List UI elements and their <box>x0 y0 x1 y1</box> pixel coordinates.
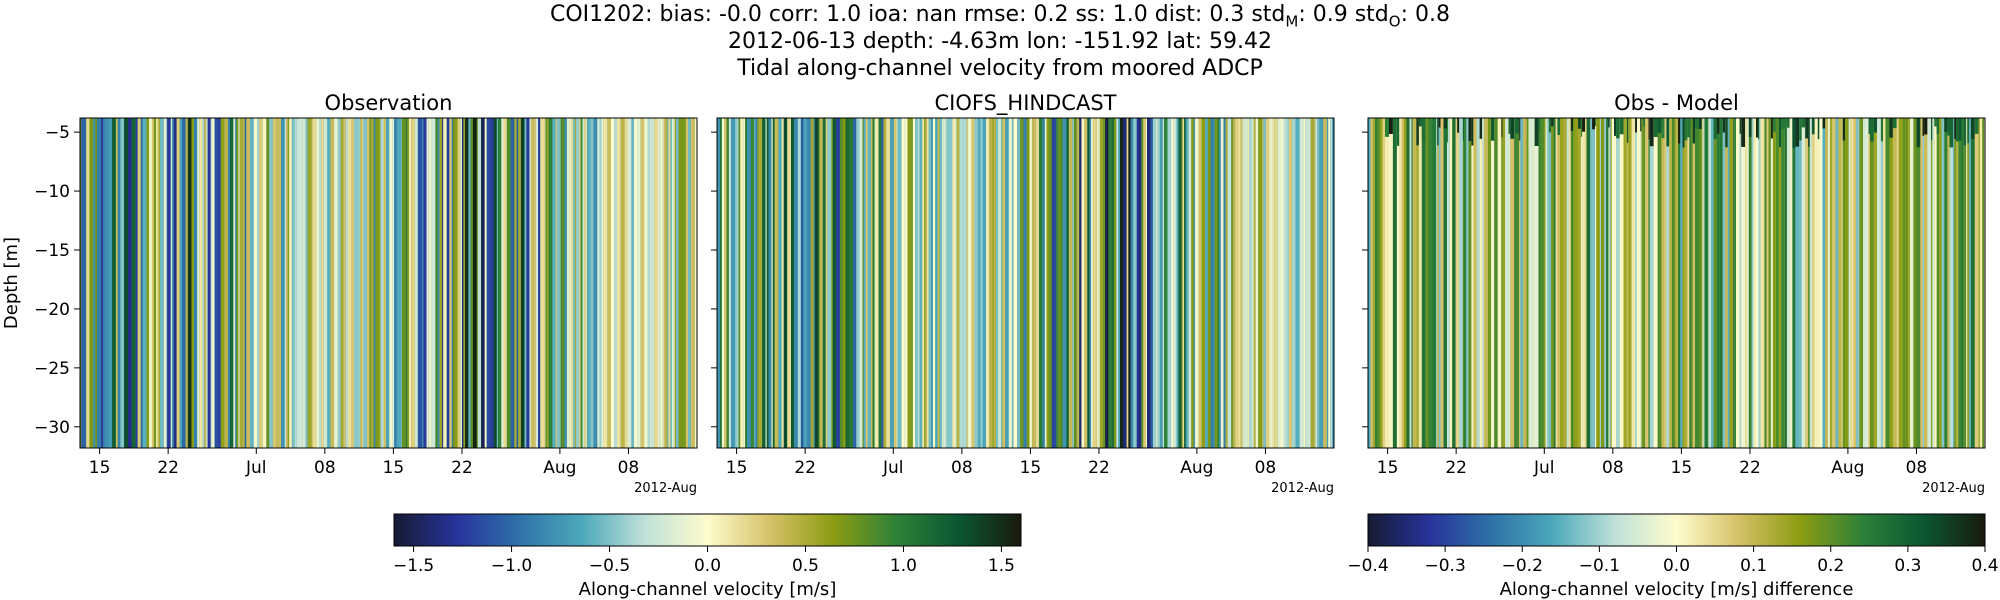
x-tick-label: 15 <box>1671 458 1693 478</box>
colorbar-tick-label: 1.5 <box>988 556 1015 576</box>
x-tick-label: 08 <box>618 458 640 478</box>
colorbar-tick-label: −0.2 <box>1502 556 1543 576</box>
panel-title: Obs - Model <box>1614 91 1739 115</box>
colorbar-tick-label: −0.4 <box>1347 556 1388 576</box>
heatmap-cells <box>1368 118 1985 448</box>
x-tick-label: 15 <box>1020 458 1042 478</box>
colorbar-tick-label: 0.4 <box>1971 556 1998 576</box>
y-tick-label: −15 <box>34 241 70 261</box>
axes-frame <box>79 117 698 449</box>
x-offset-label: 2012-Aug <box>1271 481 1334 496</box>
colorbar-tick-label: 0.1 <box>1740 556 1767 576</box>
y-tick-label: −30 <box>34 418 70 438</box>
x-tick-label: Jul <box>882 458 904 478</box>
colorbar-tick-label: 0.3 <box>1894 556 1921 576</box>
x-tick-label: Jul <box>245 458 267 478</box>
x-tick-label: 22 <box>794 458 816 478</box>
y-tick-label: −10 <box>34 182 70 202</box>
colorbar-tick-label: −1.0 <box>491 556 532 576</box>
x-tick-label: 22 <box>1445 458 1467 478</box>
colorbar-2: −0.4 −0.3 −0.2 −0.1 0.0 0.1 0.2 0.3 0.4 Along-cha… <box>1347 513 1999 600</box>
colorbar-gradient <box>1367 513 1986 547</box>
panel-title: Observation <box>325 91 453 115</box>
axes-frame <box>1367 117 1986 449</box>
x-tick-label: Aug <box>1831 458 1864 478</box>
y-tick-label: −20 <box>34 300 70 320</box>
figure-title-location: 2012-06-13 depth: -4.63m lon: -151.92 la… <box>727 29 1273 54</box>
y-axis-label: Depth [m] <box>1 237 22 329</box>
colorbar-tick-label: −0.5 <box>589 556 630 576</box>
x-tick-label: 08 <box>1602 458 1624 478</box>
panel-2: CIOFS_HINDCAST 15 22 Jul 08 15 22 Aug 08 2012-Aug <box>711 91 1335 496</box>
figure-title-stats: COI1202: bias: -0.0 corr: 1.0 ioa: nan r… <box>550 2 1450 31</box>
colorbar-label: Along-channel velocity [m/s] <box>579 579 837 600</box>
x-tick-label: 15 <box>726 458 748 478</box>
x-tick-label: 15 <box>89 458 111 478</box>
axes-frame <box>716 117 1335 449</box>
x-tick-label: 08 <box>314 458 336 478</box>
y-tick-label: −25 <box>34 359 70 379</box>
colorbar-tick-label: −0.3 <box>1424 556 1465 576</box>
colorbar-tick-label: −0.1 <box>1579 556 1620 576</box>
x-offset-label: 2012-Aug <box>634 481 697 496</box>
colorbar-tick-label: 0.0 <box>1663 556 1690 576</box>
panel-3: Obs - Model 15 22 Jul 08 15 22 Aug 08 2012-Aug <box>1362 91 1986 496</box>
colorbar-gradient <box>393 513 1022 547</box>
x-offset-label: 2012-Aug <box>1922 481 1985 496</box>
heatmap-cells <box>80 118 697 448</box>
x-tick-label: 15 <box>383 458 405 478</box>
colorbar-label: Along-channel velocity [m/s] difference <box>1500 579 1854 600</box>
x-tick-label: 15 <box>1377 458 1399 478</box>
colorbar-tick-label: 0.0 <box>694 556 721 576</box>
colorbar-tick-label: 0.5 <box>792 556 819 576</box>
x-tick-label: Aug <box>1180 458 1213 478</box>
x-tick-label: 22 <box>157 458 179 478</box>
x-tick-label: Jul <box>1533 458 1555 478</box>
panel-1: Observation −5 −10 −15 −20 −25 −30 15 22 Jul 08 15 2… <box>1 91 698 496</box>
panel-title: CIOFS_HINDCAST <box>935 91 1117 116</box>
heatmap-cells <box>717 118 1334 448</box>
x-tick-label: Aug <box>543 458 576 478</box>
x-tick-label: 22 <box>451 458 473 478</box>
colorbar-tick-label: −1.5 <box>393 556 434 576</box>
x-tick-label: 08 <box>951 458 973 478</box>
x-tick-label: 08 <box>1255 458 1277 478</box>
colorbar-tick-label: 0.2 <box>1817 556 1844 576</box>
y-tick-label: −5 <box>45 123 70 143</box>
figure-title-description: Tidal along-channel velocity from moored… <box>737 56 1263 81</box>
colorbar-1: −1.5 −1.0 −0.5 0.0 0.5 1.0 1.5 Along-channel ve… <box>393 513 1022 600</box>
x-tick-label: 22 <box>1088 458 1110 478</box>
colorbar-tick-label: 1.0 <box>890 556 917 576</box>
x-tick-label: 22 <box>1739 458 1761 478</box>
x-tick-label: 08 <box>1906 458 1928 478</box>
